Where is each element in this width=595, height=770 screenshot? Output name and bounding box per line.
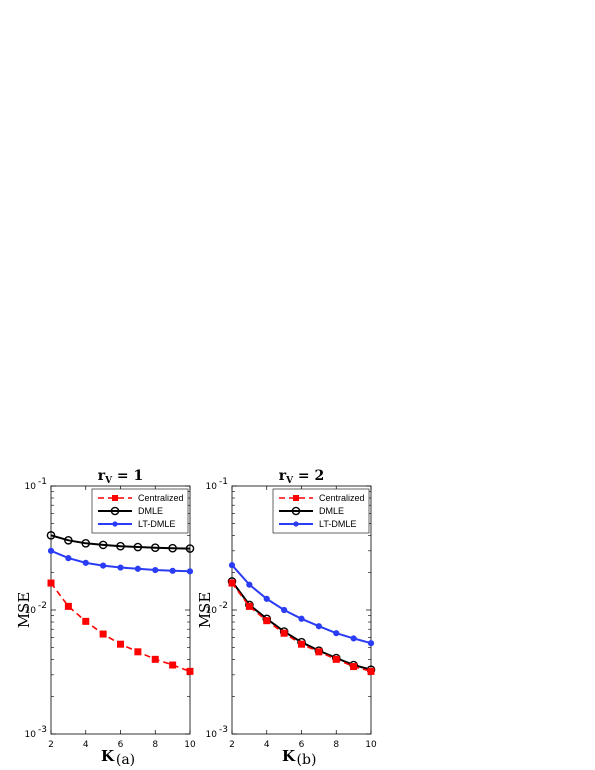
data-point-centralized (64, 602, 72, 610)
x-tick-label: 8 (152, 740, 158, 750)
data-point-lt-dmle (117, 564, 124, 571)
x-tick-label: 10 (184, 740, 196, 750)
data-point-centralized (332, 655, 340, 663)
y-tick-label: 10 (206, 482, 218, 492)
legend-label: Centralized (138, 493, 184, 503)
x-tick-label: 6 (118, 740, 124, 750)
data-point-centralized (99, 630, 107, 638)
y-tick-label: 10 (25, 730, 37, 740)
y-axis-label: MSE (15, 592, 33, 629)
y-tick-label: 10 (206, 606, 218, 616)
data-point-dmle (150, 543, 160, 552)
legend-marker (112, 521, 118, 527)
y-axis-label: MSE (196, 592, 214, 629)
x-tick-label: 2 (48, 740, 54, 750)
x-tick-label: 4 (83, 740, 89, 750)
y-tick-exponent: -2 (38, 601, 47, 611)
data-point-lt-dmle (315, 623, 322, 630)
chart-title: rV = 1 (98, 468, 144, 486)
data-point-centralized (263, 617, 271, 625)
data-point-centralized (47, 579, 55, 587)
x-tick-label: 8 (333, 740, 339, 750)
data-point-lt-dmle (169, 567, 176, 574)
data-point-lt-dmle (281, 606, 288, 614)
x-tick-label: 6 (299, 740, 305, 750)
data-point-dmle (185, 544, 195, 553)
data-point-centralized (134, 648, 142, 656)
panel-caption: (a) (116, 752, 135, 768)
data-point-lt-dmle (47, 547, 55, 554)
data-point-dmle (46, 531, 56, 540)
legend-label: LT-DMLE (138, 519, 175, 529)
legend-marker (293, 495, 299, 501)
data-point-centralized (350, 663, 358, 671)
legend-label: DMLE (138, 506, 163, 516)
data-point-centralized (117, 640, 124, 648)
y-tick-exponent: -2 (219, 601, 228, 611)
x-tick-label: 4 (264, 740, 270, 750)
data-point-dmle (64, 535, 73, 545)
y-tick-label: 10 (25, 606, 37, 616)
data-point-dmle (116, 541, 125, 551)
data-point-centralized (280, 629, 288, 637)
data-point-lt-dmle (263, 595, 270, 602)
data-point-lt-dmle (367, 640, 375, 647)
data-point-dmle (81, 539, 91, 548)
data-point-lt-dmle (65, 555, 72, 562)
x-tick-label: 10 (365, 740, 377, 750)
data-point-lt-dmle (100, 562, 107, 569)
legend-marker (112, 495, 118, 501)
series-line-dmle (50, 534, 191, 550)
x-tick-label: 2 (229, 740, 235, 750)
panel-caption: (b) (297, 752, 317, 768)
legend-marker (110, 506, 120, 516)
data-point-lt-dmle (134, 565, 141, 572)
x-axis-label: K (101, 747, 115, 765)
data-point-centralized (82, 617, 90, 625)
legend-label: DMLE (319, 506, 344, 516)
data-point-lt-dmle (186, 568, 194, 575)
data-point-dmle (98, 540, 108, 550)
legend-label: Centralized (319, 493, 365, 503)
data-point-centralized (169, 661, 177, 669)
data-point-centralized (228, 579, 236, 587)
data-point-centralized (298, 640, 305, 648)
x-axis-label: K (282, 747, 296, 765)
data-point-lt-dmle (350, 635, 357, 642)
data-point-lt-dmle (152, 566, 159, 574)
data-point-centralized (245, 602, 253, 610)
data-point-dmle (168, 543, 177, 553)
data-point-centralized (186, 667, 194, 675)
y-tick-exponent: -1 (219, 477, 228, 487)
legend: Centralized DMLE LT-DMLE (272, 488, 370, 534)
y-tick-exponent: -1 (38, 477, 47, 487)
data-point-centralized (315, 648, 323, 656)
legend: Centralized DMLE LT-DMLE (91, 488, 189, 534)
legend-label: LT-DMLE (319, 519, 356, 529)
data-point-dmle (133, 542, 143, 552)
y-tick-exponent: -3 (38, 725, 47, 735)
y-tick-label: 10 (206, 730, 218, 740)
legend-marker (291, 506, 301, 516)
data-point-lt-dmle (82, 559, 89, 566)
data-point-lt-dmle (246, 581, 253, 588)
data-point-centralized (151, 655, 159, 663)
data-point-centralized (367, 667, 375, 675)
data-point-lt-dmle (298, 615, 305, 622)
data-point-lt-dmle (333, 630, 340, 637)
legend-marker (293, 521, 299, 527)
y-tick-label: 10 (25, 482, 37, 492)
chart-title: rV = 2 (279, 468, 325, 486)
data-point-lt-dmle (228, 562, 236, 569)
y-tick-exponent: -3 (219, 725, 228, 735)
